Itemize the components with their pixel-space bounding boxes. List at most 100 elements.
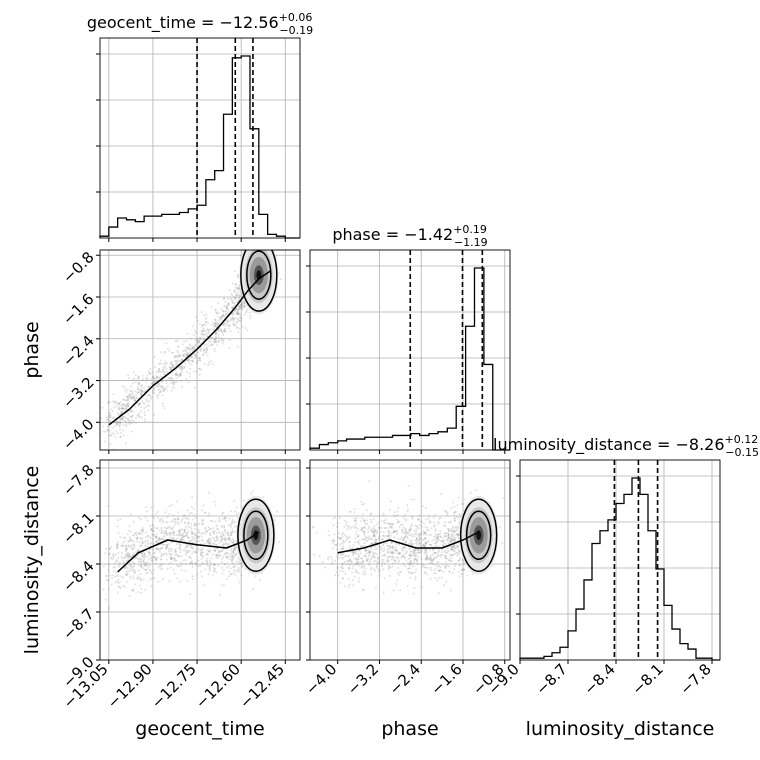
sample-point <box>382 591 385 594</box>
sample-point <box>212 363 215 366</box>
sample-point <box>387 536 390 539</box>
sample-point <box>365 559 368 562</box>
sample-point <box>187 530 190 533</box>
sample-point <box>423 532 426 535</box>
sample-point <box>205 332 208 335</box>
sample-point <box>183 529 186 532</box>
sample-point <box>199 356 202 359</box>
sample-point <box>221 332 224 335</box>
sample-point <box>410 514 413 517</box>
sample-point <box>156 375 159 378</box>
sample-point <box>353 507 356 510</box>
sample-point <box>172 366 175 369</box>
sample-point <box>401 548 404 551</box>
sample-point <box>415 568 418 571</box>
sample-point <box>179 532 182 535</box>
sample-point <box>207 339 210 342</box>
sample-point <box>231 306 234 309</box>
x-tick-label-geocent_time: −12.90 <box>104 660 156 712</box>
sample-point <box>409 576 412 579</box>
sample-point <box>184 528 187 531</box>
sample-point <box>185 534 188 537</box>
sample-point <box>413 552 416 555</box>
sample-point <box>181 358 184 361</box>
sample-point <box>140 566 143 569</box>
sample-point <box>208 559 211 562</box>
sample-point <box>208 512 211 515</box>
sample-point <box>458 550 461 553</box>
sample-point <box>166 567 169 570</box>
sample-point <box>116 546 119 549</box>
sample-point <box>239 316 242 319</box>
sample-point <box>448 537 451 540</box>
sample-point <box>217 315 220 318</box>
sample-point <box>146 535 149 538</box>
sample-point <box>178 354 181 357</box>
sample-point <box>148 372 151 375</box>
sample-point <box>154 366 157 369</box>
sample-point <box>239 304 242 307</box>
sample-point <box>437 535 440 538</box>
sample-point <box>361 528 364 531</box>
sample-point <box>390 541 393 544</box>
sample-point <box>401 529 404 532</box>
sample-point <box>119 586 122 589</box>
sample-point <box>213 563 216 566</box>
sample-point <box>154 556 157 559</box>
sample-point <box>132 588 135 591</box>
sample-point <box>145 568 148 571</box>
sample-point <box>169 361 172 364</box>
sample-point <box>261 572 264 575</box>
sample-point <box>449 539 452 542</box>
sample-point <box>332 524 335 527</box>
sample-point <box>385 560 388 563</box>
sample-point <box>218 531 221 534</box>
sample-point <box>408 548 411 551</box>
sample-point <box>352 544 355 547</box>
sample-point <box>237 331 240 334</box>
sample-point <box>417 551 420 554</box>
sample-point <box>122 408 125 411</box>
sample-point <box>425 551 428 554</box>
sample-point <box>234 554 237 557</box>
sample-point <box>245 311 248 314</box>
sample-point <box>402 526 405 529</box>
sample-point <box>194 355 197 358</box>
sample-point <box>394 559 397 562</box>
sample-point <box>423 531 426 534</box>
sample-point <box>237 560 240 563</box>
sample-point <box>129 393 132 396</box>
sample-point <box>426 557 429 560</box>
sample-point <box>121 407 124 410</box>
sample-point <box>134 421 137 424</box>
sample-point <box>155 535 158 538</box>
sample-point <box>356 561 359 564</box>
sample-point <box>139 577 142 580</box>
sample-point <box>339 581 342 584</box>
sample-point <box>330 563 333 566</box>
sample-point <box>174 340 177 343</box>
sample-point <box>166 521 169 524</box>
sample-point <box>218 519 221 522</box>
sample-point <box>230 551 233 554</box>
sample-point <box>233 547 236 550</box>
sample-point <box>425 558 428 561</box>
sample-point <box>215 344 218 347</box>
sample-point <box>438 569 441 572</box>
sample-point <box>148 558 151 561</box>
sample-point <box>125 552 128 555</box>
sample-point <box>382 568 385 571</box>
sample-point <box>225 308 228 311</box>
sample-point <box>158 384 161 387</box>
sample-point <box>129 397 132 400</box>
sample-point <box>142 562 145 565</box>
sample-point <box>170 504 173 507</box>
sample-point <box>224 539 227 542</box>
sample-point <box>381 527 384 530</box>
sample-point <box>180 359 183 362</box>
sample-point <box>372 554 375 557</box>
sample-point <box>368 553 371 556</box>
sample-point <box>437 569 440 572</box>
sample-point <box>122 419 125 422</box>
sample-point <box>190 348 193 351</box>
